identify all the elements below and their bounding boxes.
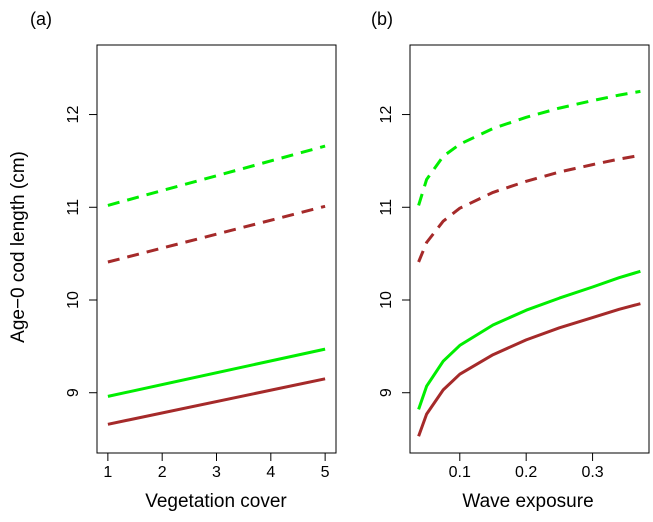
panel-a-series-line-dashed-1 xyxy=(107,144,326,207)
panel-a-x-tick-label: 3 xyxy=(212,464,221,481)
panel-b-y-tick-label: 12 xyxy=(378,106,395,124)
panel-b-x-axis-label: Wave exposure xyxy=(462,491,593,512)
panel-b-x-tick-label: 0.1 xyxy=(449,464,471,481)
panel-b-x-tick-label: 0.2 xyxy=(515,464,537,481)
panel-a-x-tick-label: 2 xyxy=(158,464,167,481)
panel-b: (b) Wave exposure 0.1 0.2 0.3 9 10 11 12 xyxy=(371,9,650,512)
panel-b-ticks: 0.1 0.2 0.3 9 10 11 12 xyxy=(378,106,604,481)
panel-b-series-line-dashed-2 xyxy=(417,153,641,263)
panel-a-series-line-solid-3 xyxy=(107,347,326,398)
panel-b-plot-frame xyxy=(409,44,650,454)
panel-a-x-tick-label: 1 xyxy=(103,464,112,481)
panel-b-y-tick-label: 11 xyxy=(378,199,395,216)
panel-a-y-tick-label: 11 xyxy=(65,199,82,216)
panel-b-series-line-solid-4 xyxy=(417,302,641,437)
panel-b-series-line-solid-3 xyxy=(417,269,641,410)
panel-b-series-line-dashed-1 xyxy=(417,89,641,206)
panel-b-series xyxy=(417,89,641,437)
y-axis-label: Age−0 cod length (cm) xyxy=(8,151,29,343)
panel-a-y-tick-label: 12 xyxy=(65,106,82,124)
panel-b-y-tick-label: 10 xyxy=(378,291,395,309)
panel-a-x-tick-label: 4 xyxy=(266,464,275,481)
panel-a-series-line-dashed-2 xyxy=(107,204,326,264)
panel-b-label: (b) xyxy=(371,9,393,29)
panel-a-x-axis-label: Vegetation cover xyxy=(145,491,287,512)
panel-a-y-tick-label: 9 xyxy=(65,388,82,397)
panel-a-x-tick-label: 5 xyxy=(321,464,330,481)
panel-a-series-line-solid-4 xyxy=(107,377,326,426)
panel-b-x-tick-label: 0.3 xyxy=(581,464,603,481)
panel-b-y-tick-label: 9 xyxy=(378,388,395,397)
panel-a-series xyxy=(107,144,326,426)
panel-a-y-tick-label: 10 xyxy=(65,291,82,309)
panel-a-label: (a) xyxy=(30,9,52,29)
